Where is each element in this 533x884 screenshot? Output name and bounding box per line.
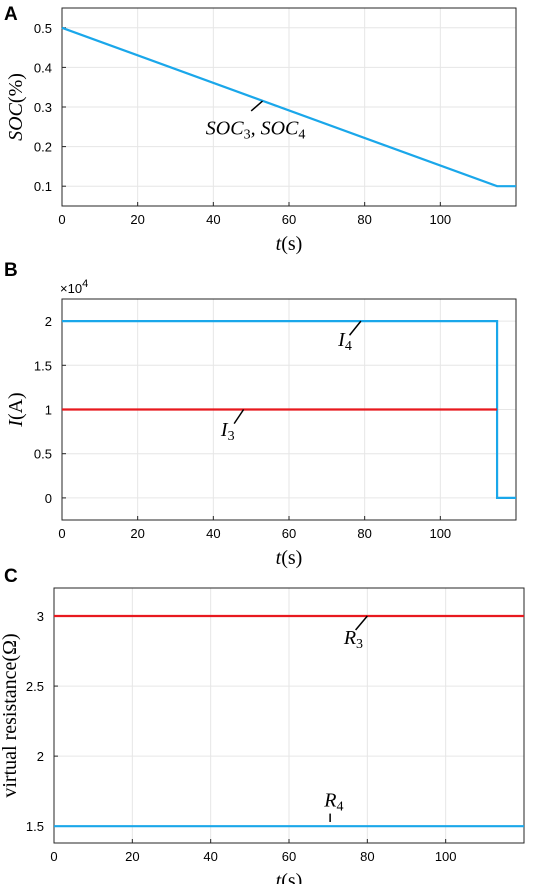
chart-panel-b: B 0 20 40 60 80 100 0 0.5 1 1.5 2 I4 I3 t(s) I(A) ×104 [4,260,517,569]
annotation-label: R3 [343,627,363,652]
y-tick-label: 1 [45,403,52,418]
annotation-label: SOC3, SOC4 [206,118,306,143]
chart-panel-c: C 0 20 40 60 80 100 1.5 2 2.5 3 R3 R4 t(s) virtual res… [0,566,525,884]
y-scale-note: ×104 [60,278,88,296]
y-tick-label: 0.2 [34,140,52,155]
x-tick-label: 60 [282,526,296,541]
panel-letter: A [4,4,18,25]
annotation-pointer [233,409,245,425]
x-tick-label: 40 [206,212,220,227]
chart-panel-a: A 0 20 40 60 80 100 0.1 0.2 0.3 0.4 0.5 SOC3, SOC4 t(… [4,4,517,255]
y-tick-label: 0.3 [34,100,52,115]
annotation-label: R4 [323,790,343,815]
annotation-pointer [348,320,362,336]
x-tick-label: 0 [58,526,65,541]
panel-letter: C [4,566,18,587]
y-tick-label: 1.5 [34,358,52,373]
x-axis-label: t(s) [276,547,303,569]
x-tick-label: 80 [357,526,371,541]
annotation-pointer [250,100,264,112]
y-tick-label: 0 [45,491,52,506]
x-axis-label: t(s) [276,870,303,884]
x-tick-label: 60 [282,849,296,864]
x-tick-label: 0 [50,849,57,864]
y-axis-label: SOC(%) [5,73,27,141]
x-tick-label: 60 [282,212,296,227]
annotation-label: I3 [220,419,235,444]
x-tick-label: 20 [130,526,144,541]
x-tick-label: 80 [357,212,371,227]
y-tick-label: 0.1 [34,179,52,194]
annotation-label: I4 [337,329,352,354]
y-tick-label: 1.5 [26,819,44,834]
x-tick-label: 40 [206,526,220,541]
x-tick-label: 20 [125,849,139,864]
y-tick-label: 0.5 [34,447,52,462]
y-axis-label: virtual resistance(Ω) [0,633,21,797]
y-tick-label: 0.5 [34,21,52,36]
annotation-pointer [355,615,368,631]
y-tick-label: 2 [45,314,52,329]
x-tick-label: 100 [429,526,451,541]
x-axis-label: t(s) [276,233,303,255]
x-tick-label: 20 [130,212,144,227]
y-tick-label: 0.4 [34,60,52,75]
x-tick-label: 40 [203,849,217,864]
x-tick-label: 100 [435,849,457,864]
y-tick-label: 2 [37,749,44,764]
panel-letter: B [4,260,18,281]
series-line [61,26,516,188]
y-tick-label: 3 [37,609,44,624]
x-tick-label: 0 [58,212,65,227]
x-tick-label: 80 [360,849,374,864]
y-tick-label: 2.5 [26,679,44,694]
y-axis-label: I(A) [5,392,27,427]
x-tick-label: 100 [429,212,451,227]
